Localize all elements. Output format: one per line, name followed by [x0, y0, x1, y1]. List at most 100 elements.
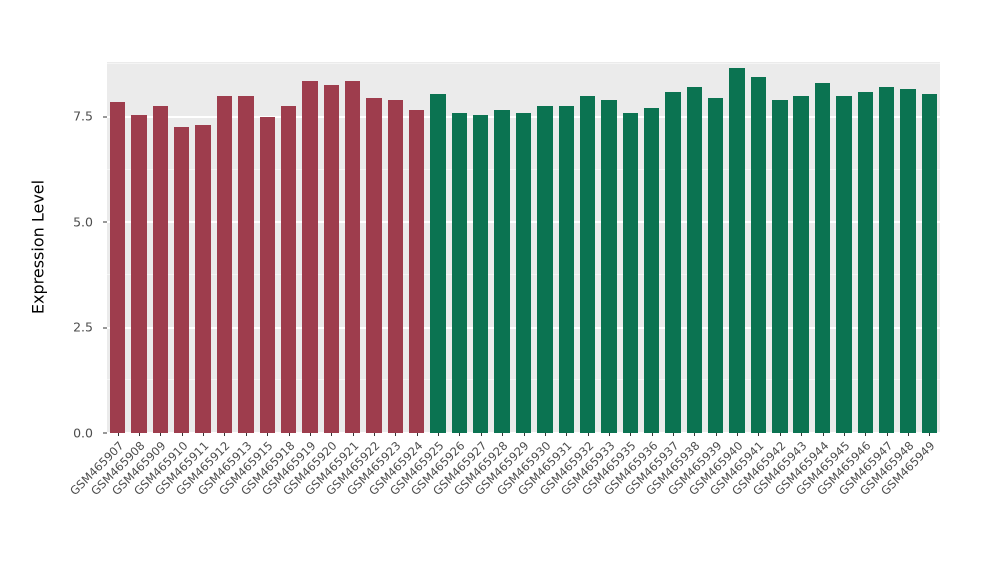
x-tick-mark [929, 433, 931, 436]
bar-slot: GSM465932 [537, 62, 598, 498]
x-tick-mark [139, 433, 141, 436]
bar-slot: GSM465924 [366, 62, 427, 498]
bar [494, 110, 510, 433]
bar-slot: GSM465940 [686, 62, 747, 498]
x-tick-mark [224, 433, 226, 436]
bar-slot: GSM465948 [857, 62, 918, 498]
bar [280, 106, 297, 433]
y-tick-mark [103, 432, 107, 434]
y-tick-mark [103, 327, 107, 329]
x-tick-mark [907, 433, 909, 436]
x-tick-mark [843, 433, 845, 436]
x-tick-mark [865, 433, 867, 436]
bar [238, 95, 254, 433]
bar-slot: GSM465929 [473, 62, 534, 498]
bar [708, 97, 724, 433]
x-tick-mark [480, 433, 482, 436]
bar-slot: GSM465938 [643, 62, 705, 498]
bar-slot: GSM465915 [216, 62, 278, 498]
bar-slot: GSM465936 [601, 62, 662, 498]
bar-slot: GSM465911 [152, 62, 213, 498]
x-tick-mark [801, 433, 803, 436]
bar [451, 112, 468, 433]
x-tick-mark [245, 433, 247, 436]
bar [643, 108, 660, 433]
x-tick-mark [587, 433, 589, 436]
bar [473, 114, 489, 433]
bar [750, 76, 767, 433]
bar [772, 99, 788, 433]
bar [814, 83, 831, 433]
x-tick-mark [416, 433, 418, 436]
bar [323, 85, 339, 433]
x-tick-mark [331, 433, 333, 436]
bar-slot: GSM465939 [665, 62, 726, 498]
bar-slot: GSM465927 [430, 62, 491, 498]
gridline-minor [107, 63, 940, 65]
bar [195, 125, 211, 433]
x-tick-mark [203, 433, 205, 436]
bar-slot: GSM465918 [238, 62, 299, 498]
x-tick-mark [715, 433, 717, 436]
x-tick-mark [502, 433, 504, 436]
x-tick-mark [758, 433, 760, 436]
x-tick-mark [673, 433, 675, 436]
bar [921, 93, 938, 433]
bar-slot: GSM465925 [387, 62, 448, 498]
bar [409, 110, 425, 433]
bar-slot: GSM465907 [67, 62, 128, 498]
bar-slot: GSM465935 [579, 62, 641, 498]
bar [131, 114, 147, 433]
x-tick-mark [181, 433, 183, 436]
bar [558, 106, 574, 433]
bar-slot: GSM465930 [494, 62, 555, 498]
x-tick-mark [630, 433, 632, 436]
bar [729, 68, 745, 433]
x-tick-mark [309, 433, 311, 436]
bar [366, 97, 382, 433]
bar [622, 112, 638, 433]
bar [259, 116, 275, 433]
x-tick-mark [779, 433, 781, 436]
bar-slot: GSM465912 [174, 62, 235, 498]
bar-slot: GSM465933 [558, 62, 619, 498]
y-tick-label: 7.5 [73, 108, 93, 124]
x-tick-mark [523, 433, 525, 436]
x-tick-mark [822, 433, 824, 436]
y-axis-ticks: 0.0 2.5 5.0 7.5 [0, 62, 107, 438]
bar [216, 95, 233, 433]
bar-slot: GSM465909 [109, 62, 171, 498]
bar-slot: GSM465945 [793, 62, 854, 498]
x-tick-mark [267, 433, 269, 436]
x-tick-mark [395, 433, 397, 436]
x-tick-mark [288, 433, 290, 436]
x-tick-mark [459, 433, 461, 436]
bar-slot: GSM465946 [814, 62, 876, 498]
x-tick-mark [886, 433, 888, 436]
bar [537, 106, 553, 433]
bar-slot: GSM465942 [729, 62, 790, 498]
bar-slot: GSM465949 [878, 62, 940, 498]
y-tick-label: 2.5 [73, 319, 93, 335]
bar-slot: GSM465943 [750, 62, 812, 498]
bar [302, 80, 318, 433]
x-tick-mark [651, 433, 653, 436]
plot-panel: GSM465907 GSM465908 GSM465909 GSM465910 GSM4… [67, 62, 940, 498]
y-tick-label: 5.0 [73, 213, 93, 229]
bar [601, 99, 617, 433]
bar [857, 91, 873, 433]
x-tick-mark [352, 433, 354, 436]
bar-slot: GSM465921 [302, 62, 363, 498]
x-tick-mark [160, 433, 162, 436]
bar-slot: GSM465937 [622, 62, 683, 498]
y-tick-label: 0.0 [73, 424, 93, 440]
x-tick-mark [566, 433, 568, 436]
bar-slot: GSM465908 [88, 62, 149, 498]
bar [579, 95, 596, 433]
bar-slot: GSM465922 [323, 62, 384, 498]
bar [793, 95, 809, 433]
bars-container: GSM465907 GSM465908 GSM465909 GSM465910 GSM4… [67, 62, 940, 498]
x-tick-mark [373, 433, 375, 436]
bar-slot: GSM465926 [408, 62, 470, 498]
y-tick-mark [103, 221, 107, 223]
